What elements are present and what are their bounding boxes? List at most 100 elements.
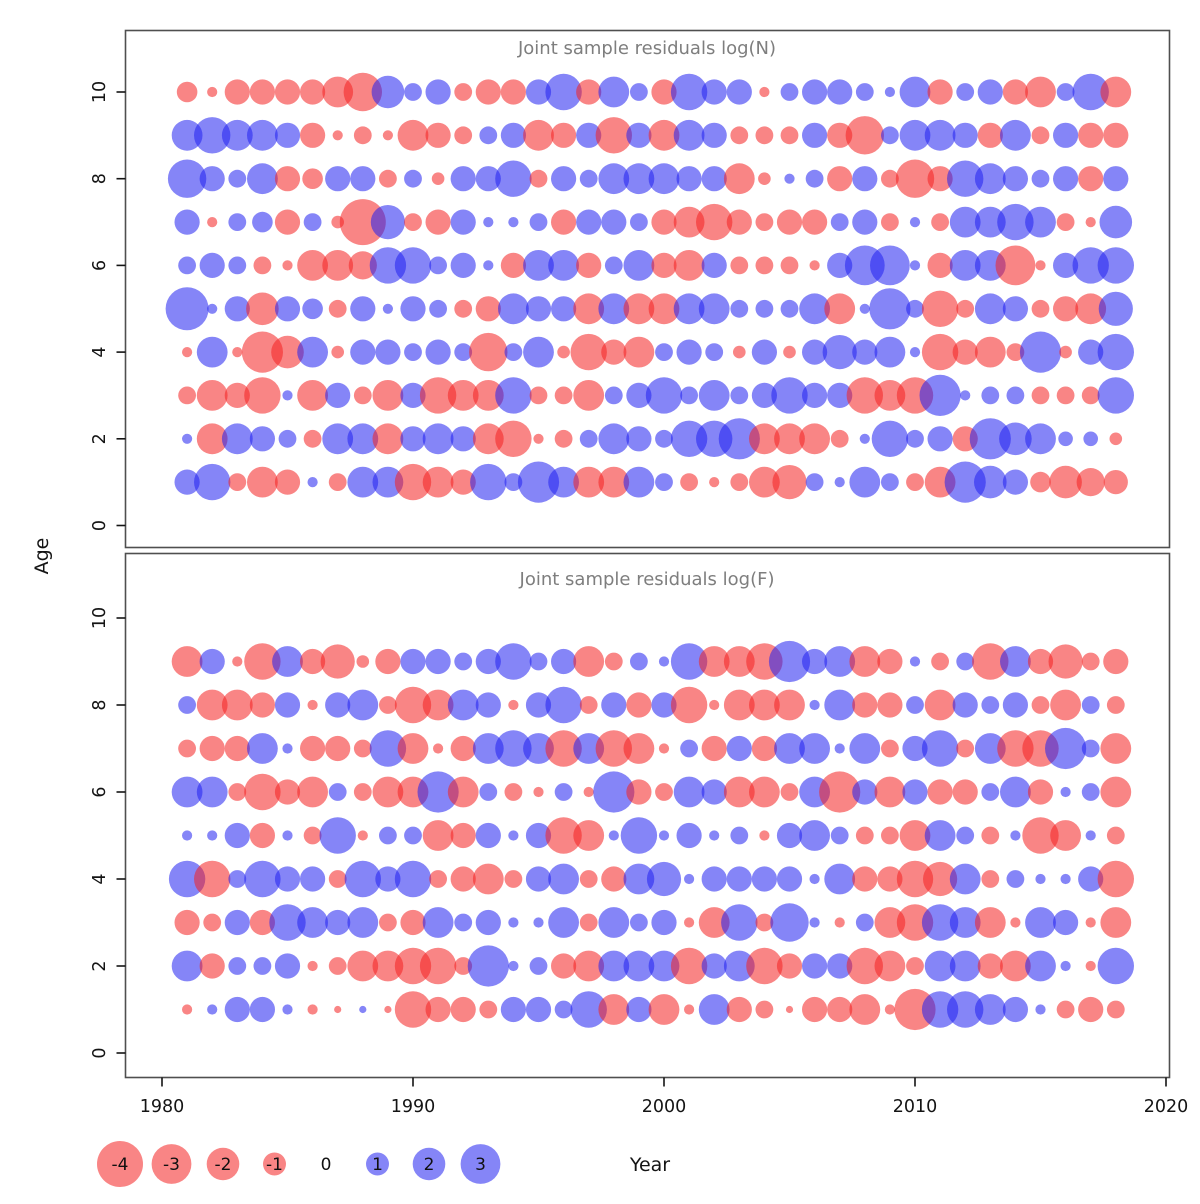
bubble xyxy=(859,303,870,314)
bubble xyxy=(529,169,548,188)
bubble xyxy=(394,991,432,1028)
bubble xyxy=(370,205,405,240)
bubble xyxy=(852,692,878,718)
bubble xyxy=(1027,779,1054,805)
bubble xyxy=(977,79,1003,105)
bubble xyxy=(548,466,579,498)
bubble xyxy=(1078,866,1104,892)
bubble xyxy=(551,166,577,192)
bubble xyxy=(224,822,250,849)
bubble xyxy=(1050,820,1081,851)
bubble xyxy=(598,994,630,1025)
bubble xyxy=(1099,205,1133,239)
bubble xyxy=(523,119,554,151)
bubble xyxy=(999,422,1032,456)
bubble xyxy=(224,382,250,408)
bubble xyxy=(282,1004,293,1015)
bubble xyxy=(921,730,959,767)
bubble xyxy=(319,817,356,854)
bubble xyxy=(881,739,899,758)
bubble xyxy=(874,336,906,368)
bubble xyxy=(1060,960,1071,972)
y-tick-label: 0 xyxy=(90,520,110,531)
bubble xyxy=(379,913,397,932)
bubble xyxy=(228,473,247,491)
bubble xyxy=(852,866,878,892)
bubble xyxy=(751,382,778,408)
bubble xyxy=(1019,331,1062,373)
bubble xyxy=(394,860,432,898)
bubble xyxy=(253,957,272,975)
bubble xyxy=(529,386,548,405)
bubble xyxy=(604,256,623,275)
bubble xyxy=(479,126,498,145)
bubble xyxy=(655,783,673,801)
bubble xyxy=(454,126,473,145)
bubble xyxy=(827,996,853,1023)
panel-title-log-n: Joint sample residuals log(N) xyxy=(517,38,776,59)
bubble xyxy=(604,652,623,671)
bubble xyxy=(504,870,523,888)
bubble xyxy=(949,250,981,281)
bubble xyxy=(347,950,379,982)
bubble xyxy=(551,209,577,235)
bubble xyxy=(379,169,397,188)
bubble xyxy=(827,953,853,979)
bubble xyxy=(598,907,630,938)
bubble xyxy=(799,820,830,851)
bubble xyxy=(194,860,231,898)
bubble xyxy=(698,994,730,1025)
bubble xyxy=(726,209,752,235)
bubble xyxy=(620,817,658,854)
bubble xyxy=(353,739,372,758)
bubble xyxy=(523,733,554,764)
bubble xyxy=(1027,648,1054,675)
bubble xyxy=(655,429,673,448)
bubble xyxy=(676,822,702,849)
bubble xyxy=(274,79,301,105)
bubble xyxy=(1053,252,1079,278)
bubble xyxy=(1031,126,1050,145)
bubble xyxy=(545,730,582,767)
x-tick-label: 1980 xyxy=(140,1097,185,1117)
bubble xyxy=(601,209,627,235)
bubble xyxy=(347,466,379,498)
bubble xyxy=(956,299,975,318)
bubble xyxy=(902,779,928,805)
bubble xyxy=(1103,648,1129,675)
bubble xyxy=(429,256,447,275)
bubble xyxy=(849,994,881,1025)
bubble xyxy=(824,863,856,895)
bubble xyxy=(746,947,783,985)
bubble xyxy=(952,779,978,805)
bubble xyxy=(303,429,322,448)
bubble xyxy=(721,904,758,941)
bubble xyxy=(447,689,479,721)
bubble xyxy=(824,689,856,721)
bubble xyxy=(450,252,476,278)
bubbles-log-f xyxy=(168,640,1135,1031)
bubble xyxy=(479,783,498,801)
bubble xyxy=(895,159,935,198)
bubble xyxy=(322,250,354,281)
bubble xyxy=(545,73,582,111)
bubble xyxy=(960,390,971,401)
bubble xyxy=(824,646,856,677)
bubble xyxy=(228,870,247,888)
bubble xyxy=(425,122,451,148)
bubble xyxy=(495,420,532,457)
bubble xyxy=(834,917,845,928)
panel-border-log-n xyxy=(124,29,1171,549)
bubble xyxy=(297,380,328,411)
bubble xyxy=(320,644,355,679)
bubble xyxy=(228,213,247,232)
bubble xyxy=(375,339,401,365)
bubble xyxy=(472,380,504,411)
bubble xyxy=(723,776,755,808)
bubble xyxy=(974,907,1006,938)
legend-value-label: 2 xyxy=(424,1155,435,1175)
bubble xyxy=(827,382,853,408)
bubble xyxy=(450,866,476,892)
bubble xyxy=(931,213,949,232)
